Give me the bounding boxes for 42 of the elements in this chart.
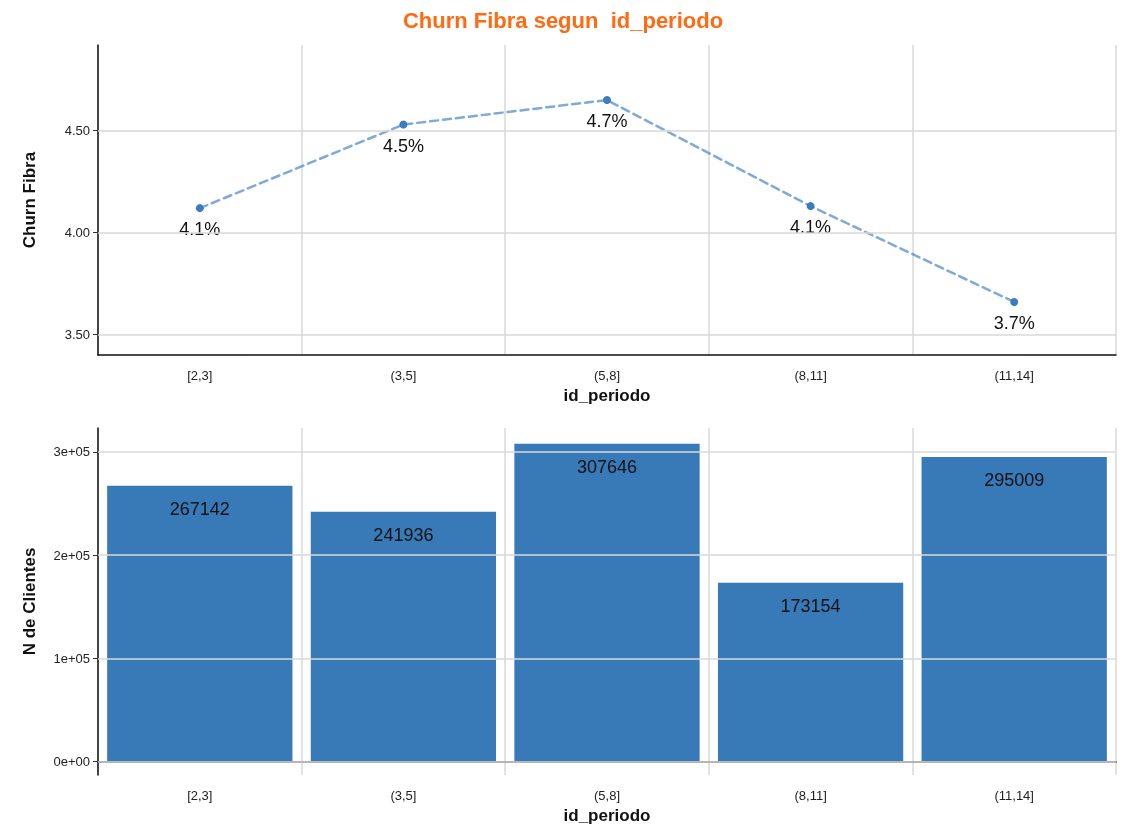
x-tick-label: (11,14]	[994, 368, 1034, 383]
data-label: 241936	[373, 524, 434, 545]
y-tick-label: 3.50	[64, 327, 90, 343]
y-axis-title: Churn Fibra	[20, 151, 39, 249]
x-tick-label: (5,8]	[593, 788, 621, 803]
point	[1010, 297, 1019, 306]
x-tick-label: [2,3]	[187, 368, 213, 383]
y-tick-label: 3e+05	[53, 444, 90, 460]
bar	[107, 485, 293, 762]
x-tick-label: (3,5]	[390, 788, 417, 803]
bar	[717, 582, 904, 762]
y-tick-label: 4.50	[64, 123, 90, 139]
y-tick-label: 2e+05	[53, 547, 90, 563]
chart-title: Churn Fibra segun id_periodo	[402, 7, 724, 33]
x-tick-label: (8,11]	[794, 368, 827, 383]
x-axis-title: id_periodo	[563, 385, 651, 405]
data-label: 267142	[169, 498, 230, 519]
data-label: 4.1%	[179, 219, 221, 240]
y-tick-label: 0e+00	[53, 754, 90, 770]
bar	[310, 511, 497, 762]
point	[806, 202, 815, 211]
y-axis-title: N de Clientes	[20, 547, 39, 656]
point	[399, 120, 408, 129]
data-label: 4.5%	[382, 135, 424, 156]
x-tick-label: (3,5]	[390, 368, 417, 383]
point	[603, 96, 611, 105]
bar	[514, 443, 700, 762]
bar	[921, 456, 1107, 762]
data-label: 4.7%	[586, 111, 628, 132]
x-tick-label: [2,3]	[187, 788, 213, 803]
data-label: 173154	[780, 595, 841, 616]
x-tick-label: (11,14]	[994, 788, 1034, 803]
point	[195, 204, 204, 213]
x-axis-title: id_periodo	[563, 805, 651, 825]
x-tick-label: (8,11]	[794, 788, 827, 803]
data-label: 307646	[576, 456, 638, 477]
x-tick-label: (5,8]	[593, 368, 621, 383]
data-label: 295009	[984, 469, 1045, 490]
y-tick-label: 1e+05	[53, 650, 90, 666]
data-label: 4.1%	[790, 217, 832, 238]
data-label: 3.7%	[993, 312, 1035, 333]
y-tick-label: 4.00	[64, 225, 90, 241]
